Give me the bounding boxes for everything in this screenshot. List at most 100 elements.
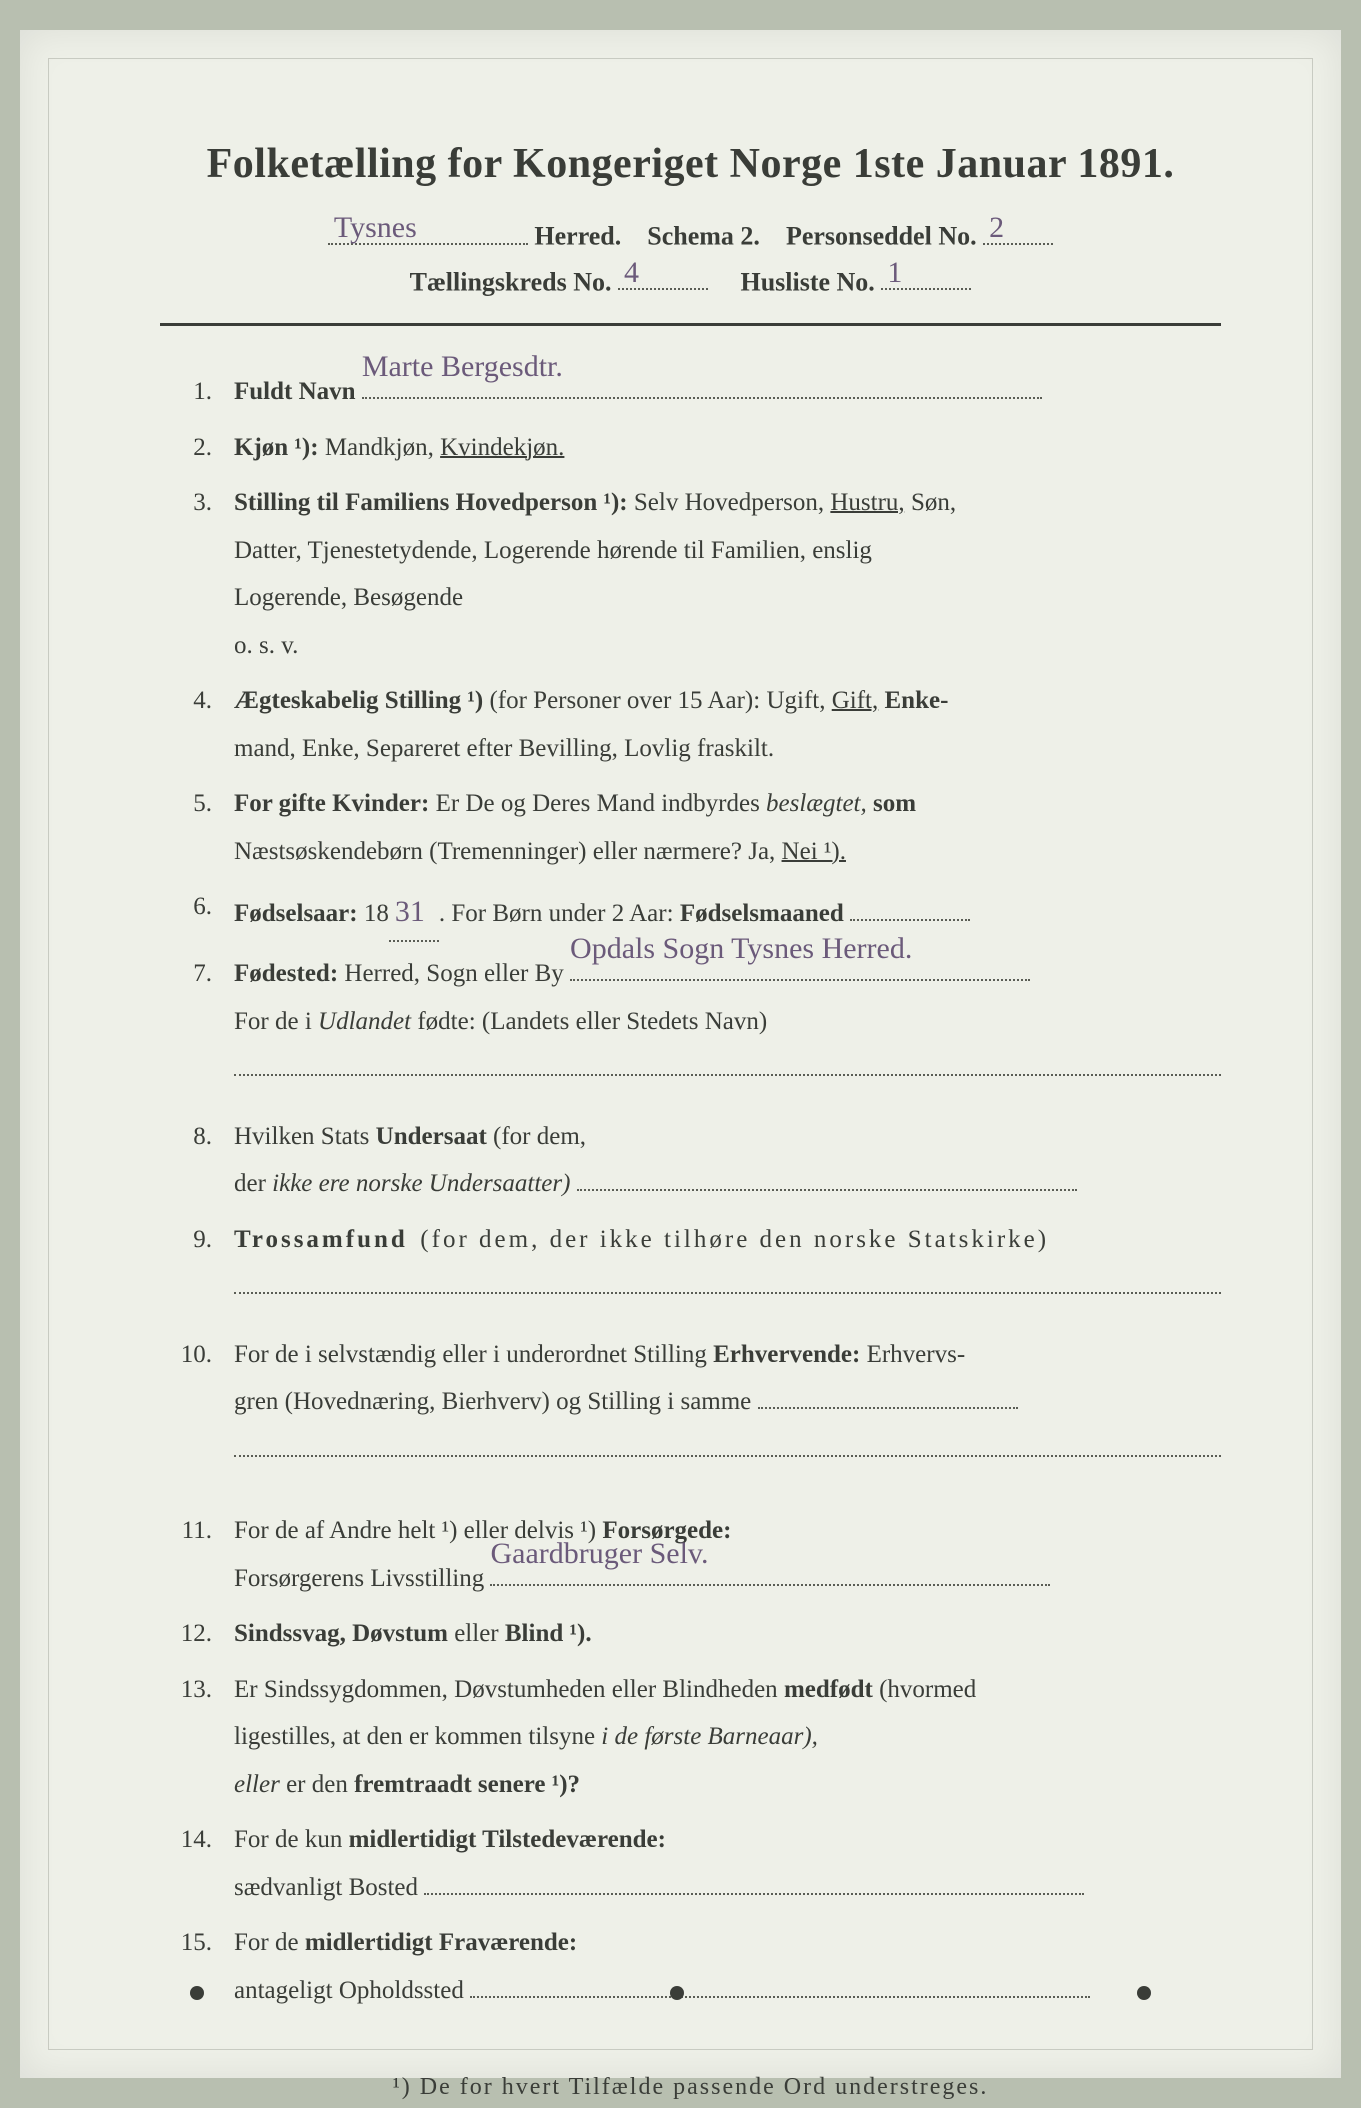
- q14-a: For de kun: [234, 1826, 342, 1853]
- q2-label: Kjøn ¹):: [234, 434, 319, 461]
- item-10: 10. For de i selvstændig eller i underor…: [160, 1331, 1221, 1474]
- q7-line2b: Udlandet: [318, 1008, 411, 1035]
- item-num: 5.: [160, 780, 212, 875]
- census-form-page: Folketælling for Kongeriget Norge 1ste J…: [20, 30, 1341, 2078]
- q1-field: Marte Bergesdtr.: [362, 374, 1042, 399]
- kreds-label: Tællingskreds No.: [410, 267, 612, 296]
- personseddel-handwritten: 2: [989, 211, 1004, 245]
- q4-opts: Ugift,: [766, 687, 825, 714]
- q8-line2b: ikke ere norske Undersaatter): [272, 1170, 570, 1197]
- q10-blank-line: [234, 1432, 1221, 1457]
- q7-line2a: For de i: [234, 1008, 312, 1035]
- q13-a: Er Sindssygdommen, Døvstumheden eller Bl…: [234, 1676, 778, 1703]
- q14-line2: sædvanligt Bosted: [234, 1874, 418, 1901]
- item-num: 7.: [160, 950, 212, 1093]
- item-body: Hvilken Stats Undersaat (for dem, der ik…: [234, 1113, 1221, 1208]
- item-12: 12. Sindssvag, Døvstum eller Blind ¹).: [160, 1610, 1221, 1658]
- q4-gift-underlined: Gift,: [832, 687, 879, 714]
- punch-hole-icon: [670, 1986, 684, 2000]
- q10-a: For de i selvstændig eller i underordnet…: [234, 1341, 707, 1368]
- q3-son: Søn,: [911, 489, 956, 516]
- item-4: 4. Ægteskabelig Stilling ¹) (for Persone…: [160, 677, 1221, 772]
- q15-line2: antageligt Opholdssted: [234, 1977, 464, 2004]
- page-title: Folketælling for Kongeriget Norge 1ste J…: [160, 140, 1221, 188]
- gap: [160, 1101, 1221, 1113]
- q10-line2: gren (Hovednæring, Bierhverv) og Stillin…: [234, 1388, 751, 1415]
- item-body: Fuldt Navn Marte Bergesdtr.: [234, 368, 1221, 416]
- q12-b: eller: [454, 1620, 498, 1647]
- herred-handwritten: Tysnes: [334, 211, 417, 245]
- header-line-1: Tysnes Herred. Schema 2. Personseddel No…: [160, 216, 1221, 252]
- q11-handwritten: Gaardbruger Selv.: [490, 1525, 708, 1582]
- schema-label: Schema 2.: [647, 222, 760, 251]
- item-num: 14.: [160, 1816, 212, 1911]
- q8-line2a: der: [234, 1170, 266, 1197]
- q10-b: Erhvervende:: [713, 1341, 860, 1368]
- q7-field: Opdals Sogn Tysnes Herred.: [570, 956, 1030, 981]
- item-num: 12.: [160, 1610, 212, 1658]
- item-body: Er Sindssygdommen, Døvstumheden eller Bl…: [234, 1666, 1221, 1809]
- q6-year-handwritten: 31: [389, 883, 439, 942]
- q9-text: (for dem, der ikke tilhøre den norske St…: [420, 1226, 1049, 1253]
- q13-line2b: i de første Barneaar),: [601, 1723, 818, 1750]
- item-11: 11. For de af Andre helt ¹) eller delvis…: [160, 1507, 1221, 1602]
- q3-opts-a: Selv Hovedperson,: [634, 489, 824, 516]
- q13-line3b: er den: [286, 1771, 348, 1798]
- q10-field: [758, 1384, 1018, 1409]
- item-2: 2. Kjøn ¹): Mandkjøn, Kvindekjøn.: [160, 424, 1221, 472]
- punch-hole-icon: [1137, 1986, 1151, 2000]
- footnote: ¹) De for hvert Tilfælde passende Ord un…: [160, 2074, 1221, 2101]
- herred-field: Tysnes: [328, 216, 528, 245]
- q7-line2c: fødte: (Landets eller Stedets Navn): [417, 1008, 767, 1035]
- header-line-2: Tællingskreds No. 4 Husliste No. 1: [160, 262, 1221, 298]
- gap: [160, 1481, 1221, 1507]
- q8-c: (for dem,: [493, 1123, 586, 1150]
- item-body: Stilling til Familiens Hovedperson ¹): S…: [234, 479, 1221, 669]
- q4-paren: (for Personer over 15 Aar):: [489, 687, 760, 714]
- item-13: 13. Er Sindssygdommen, Døvstumheden elle…: [160, 1666, 1221, 1809]
- item-8: 8. Hvilken Stats Undersaat (for dem, der…: [160, 1113, 1221, 1208]
- husliste-label: Husliste No.: [740, 267, 874, 296]
- q8-b: Undersaat: [376, 1123, 487, 1150]
- item-body: Ægteskabelig Stilling ¹) (for Personer o…: [234, 677, 1221, 772]
- q12-c: Blind ¹).: [505, 1620, 592, 1647]
- item-5: 5. For gifte Kvinder: Er De og Deres Man…: [160, 780, 1221, 875]
- q15-field: [470, 1973, 1090, 1998]
- q1-label: Fuldt Navn: [234, 378, 356, 405]
- item-9: 9. Trossamfund (for dem, der ikke tilhør…: [160, 1216, 1221, 1311]
- item-num: 2.: [160, 424, 212, 472]
- item-body: Fødested: Herred, Sogn eller By Opdals S…: [234, 950, 1221, 1093]
- q14-field: [424, 1870, 1084, 1895]
- q12-a: Sindssvag, Døvstum: [234, 1620, 448, 1647]
- q6-maaned-field: [850, 896, 970, 921]
- item-num: 4.: [160, 677, 212, 772]
- item-body: For gifte Kvinder: Er De og Deres Mand i…: [234, 780, 1221, 875]
- q4-enke: Enke-: [885, 687, 949, 714]
- item-body: Kjøn ¹): Mandkjøn, Kvindekjøn.: [234, 424, 1221, 472]
- item-num: 10.: [160, 1331, 212, 1474]
- personseddel-label: Personseddel No.: [786, 222, 977, 251]
- q7-handwritten: Opdals Sogn Tysnes Herred.: [570, 920, 912, 977]
- q11-field: Gaardbruger Selv.: [490, 1561, 1050, 1586]
- item-num: 13.: [160, 1666, 212, 1809]
- q6-prefix: 18: [364, 900, 389, 927]
- q5-line2: Næstsøskendebørn (Tremenninger) eller næ…: [234, 838, 775, 865]
- q3-line2: Datter, Tjenestetydende, Logerende høren…: [234, 537, 872, 564]
- q8-a: Hvilken Stats: [234, 1123, 369, 1150]
- item-14: 14. For de kun midlertidigt Tilstedevære…: [160, 1816, 1221, 1911]
- q4-line2: mand, Enke, Separeret efter Bevilling, L…: [234, 735, 774, 762]
- q7-label: Fødested:: [234, 960, 338, 987]
- item-body: Sindssvag, Døvstum eller Blind ¹).: [234, 1610, 1221, 1658]
- q13-c: (hvormed: [879, 1676, 976, 1703]
- item-body: For de af Andre helt ¹) eller delvis ¹) …: [234, 1507, 1221, 1602]
- gap: [160, 1319, 1221, 1331]
- q6-label: Fødselsaar:: [234, 900, 358, 927]
- q5-text: Er De og Deres Mand indbyrdes: [436, 790, 760, 817]
- q3-label: Stilling til Familiens Hovedperson ¹):: [234, 489, 628, 516]
- item-15: 15. For de midlertidigt Fraværende: anta…: [160, 1919, 1221, 2014]
- q3-line4: o. s. v.: [234, 632, 298, 659]
- question-list: 1. Fuldt Navn Marte Bergesdtr. 2. Kjøn ¹…: [160, 368, 1221, 2014]
- q1-handwritten: Marte Bergesdtr.: [362, 338, 563, 395]
- herred-label: Herred.: [534, 222, 621, 251]
- q13-b: medfødt: [784, 1676, 873, 1703]
